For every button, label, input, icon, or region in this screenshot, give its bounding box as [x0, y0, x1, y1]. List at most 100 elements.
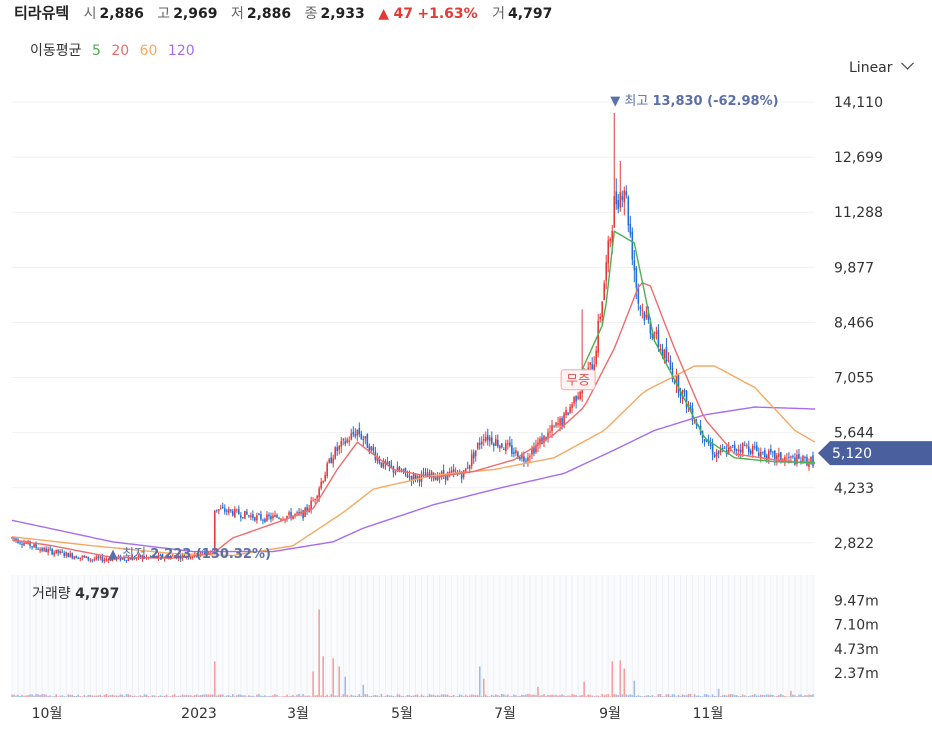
candle-body [376, 457, 379, 461]
candle-body [478, 443, 481, 445]
candle-body [778, 453, 780, 457]
volume-bar [613, 694, 616, 697]
candle-body [127, 557, 130, 561]
candle-body [798, 454, 800, 459]
volume-bar [242, 695, 244, 697]
price-tick-label: 2,822 [834, 536, 874, 552]
volume-bar [571, 694, 573, 697]
candle-body [450, 470, 453, 473]
volume-bar [782, 695, 784, 697]
candle-body [37, 548, 39, 550]
candle-body [39, 549, 41, 551]
volume-bar [625, 694, 628, 697]
candle-body [501, 443, 503, 448]
volume-bar [541, 695, 543, 697]
candle-body [228, 509, 230, 513]
candle-body [472, 452, 475, 459]
candle-body [603, 283, 606, 301]
price-tick-label: 7,055 [834, 371, 874, 387]
volume-bar [667, 694, 670, 697]
close-value: 2,933 [320, 6, 365, 22]
event-annotation: 무증 [566, 374, 590, 389]
volume-bar [653, 696, 656, 697]
candle-body [768, 450, 770, 460]
candle-body [115, 557, 118, 560]
volume-bar [553, 695, 555, 697]
volume-bar [641, 696, 644, 697]
volume-bar [304, 695, 306, 697]
candle-body [639, 306, 642, 309]
volume-bar [549, 695, 551, 697]
volume-bar [67, 694, 70, 697]
volume-bar [621, 694, 624, 697]
volume-bar [292, 694, 294, 697]
candle-body [717, 450, 720, 454]
volume-bar [669, 695, 672, 697]
candle-body [203, 552, 206, 555]
volume-bar [651, 695, 654, 697]
volume-bar [639, 695, 642, 697]
candle-body [535, 445, 537, 453]
candle-body [796, 454, 798, 465]
candle-body [780, 452, 782, 461]
volume-bar [559, 695, 561, 697]
volume-bar [792, 694, 794, 697]
candle-body [292, 515, 294, 520]
volume-bar [677, 694, 680, 697]
candle-body [324, 474, 326, 482]
candle-body [735, 449, 738, 452]
volume-bar [380, 693, 383, 697]
volume-bar [123, 696, 126, 697]
volume-bar [364, 694, 367, 697]
candle-body [452, 469, 455, 472]
volume-bar [135, 696, 138, 697]
volume-bar [234, 696, 236, 697]
volume-bar [155, 696, 158, 697]
volume-bar [569, 695, 571, 697]
volume-bar [167, 696, 170, 697]
candle-body [713, 454, 716, 458]
volume-bar [201, 694, 204, 697]
moving-average-legend[interactable]: 이동평균 5 20 60 120 [30, 40, 201, 60]
candle-body [460, 474, 463, 479]
volume-tick-label: 9.47m [834, 594, 879, 610]
candle-body [386, 462, 389, 465]
candle-body [655, 331, 658, 334]
candle-body [683, 389, 686, 392]
stock-name: 티라유텍 [14, 4, 70, 22]
candle-body [428, 473, 431, 476]
candle-body [286, 515, 288, 520]
volume-bar [593, 696, 595, 697]
candle-body [167, 556, 170, 559]
candle-body [719, 448, 722, 453]
candle-body [250, 515, 252, 518]
candle-body [223, 508, 226, 512]
scale-dropdown[interactable]: Linear [849, 56, 914, 76]
candle-body [408, 475, 411, 477]
volume-bar [342, 694, 345, 697]
candle-body [159, 554, 162, 556]
candle-body [753, 446, 756, 448]
volume-bar [790, 690, 792, 697]
candle-body [561, 417, 563, 426]
candle-body [368, 446, 371, 453]
candle-body [553, 426, 555, 428]
volume-bar [643, 696, 646, 697]
volume-bar [633, 680, 636, 697]
candle-body [641, 309, 644, 311]
candle-body [629, 223, 632, 235]
volume-bar [197, 695, 200, 697]
volume-bar [529, 694, 531, 697]
volume-bar [163, 695, 166, 697]
volume-bar [266, 696, 268, 697]
volume-bar [374, 694, 377, 697]
volume-bar [338, 666, 341, 697]
candle-body [272, 515, 274, 519]
volume-bar [729, 694, 732, 697]
candle-body [757, 452, 760, 457]
candle-body [15, 538, 17, 541]
volume-bar [398, 694, 401, 697]
volume-bar [509, 696, 511, 697]
volume-bar [683, 695, 686, 697]
